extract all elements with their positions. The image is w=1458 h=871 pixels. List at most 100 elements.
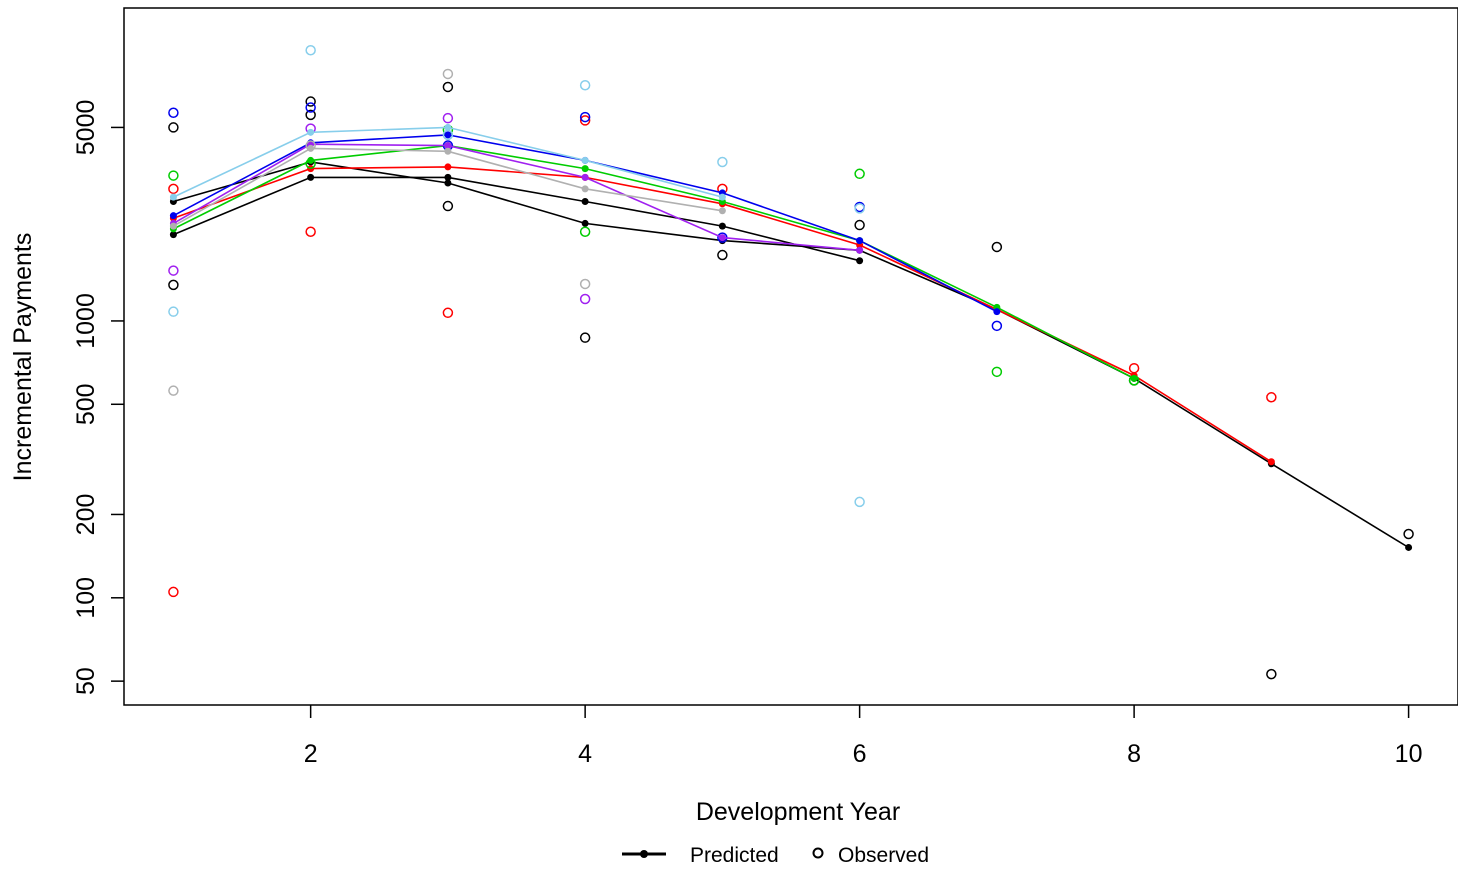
- y-tick-label: 200: [72, 494, 100, 536]
- observed-point: [305, 45, 316, 56]
- predicted-point: [581, 165, 589, 173]
- predicted-point: [444, 163, 452, 171]
- observed-point: [168, 586, 179, 598]
- legend-observed-label: Observed: [838, 844, 929, 867]
- observed-point: [579, 111, 591, 123]
- y-axis-title: Incremental Payments: [9, 233, 37, 482]
- series-1: [168, 109, 864, 291]
- predicted-point: [1267, 458, 1275, 466]
- observed-point: [442, 307, 454, 319]
- predicted-point: [307, 156, 315, 164]
- observed-point: [442, 112, 454, 124]
- predicted-point: [307, 173, 315, 181]
- predicted-point: [169, 212, 177, 220]
- predicted-point: [444, 179, 452, 187]
- series-3: [168, 124, 1140, 386]
- observed-point: [717, 156, 728, 168]
- series-2: [168, 115, 1277, 598]
- observed-point: [168, 107, 179, 118]
- predicted-point: [856, 246, 864, 254]
- observed-point: [442, 200, 454, 212]
- predicted-point: [444, 142, 452, 150]
- y-tick-label: 100: [72, 577, 100, 619]
- predicted-line: [173, 144, 1135, 380]
- observed-point: [305, 226, 316, 237]
- plot-frame: [123, 7, 1458, 706]
- observed-point: [579, 332, 591, 343]
- observed-point: [168, 385, 179, 396]
- predicted-line: [173, 161, 1410, 549]
- observed-point: [854, 168, 865, 180]
- observed-point: [991, 241, 1003, 253]
- y-axis: 50 100 200 500 1000 5000: [72, 100, 124, 695]
- legend: Predicted Observed: [622, 844, 929, 867]
- predicted-point: [718, 234, 726, 242]
- predicted-point: [993, 308, 1001, 316]
- y-tick-label: 1000: [72, 293, 100, 349]
- predicted-point: [307, 144, 315, 152]
- predicted-point: [581, 198, 589, 206]
- x-axis-title: Development Year: [696, 798, 900, 826]
- x-tick-label: 2: [304, 740, 318, 768]
- legend-predicted-dot: [640, 850, 648, 858]
- y-tick-label: 500: [72, 383, 100, 425]
- predicted-point: [718, 222, 726, 230]
- observed-point: [442, 81, 454, 93]
- predicted-point: [444, 173, 452, 181]
- legend-observed-circle: [812, 847, 824, 859]
- predicted-point: [581, 185, 589, 193]
- observed-point: [168, 122, 179, 133]
- predicted-point: [169, 193, 177, 201]
- predicted-point: [856, 257, 864, 265]
- observed-point: [854, 203, 865, 214]
- observed-point: [854, 496, 865, 508]
- predicted-point: [444, 131, 452, 139]
- observed-point: [168, 265, 179, 276]
- predicted-point: [1405, 543, 1413, 551]
- x-axis: 2 4 6 8 10: [304, 705, 1423, 768]
- observed-point: [168, 306, 179, 317]
- observed-point: [854, 219, 865, 231]
- series-4: [168, 102, 1003, 332]
- predicted-point: [1130, 374, 1138, 382]
- predicted-point: [581, 173, 589, 181]
- predicted-point: [581, 219, 589, 227]
- observed-point: [579, 80, 591, 91]
- series-7: [168, 45, 865, 508]
- y-tick-label: 50: [72, 667, 100, 695]
- predicted-point: [856, 237, 864, 245]
- observed-point: [1403, 528, 1414, 540]
- x-tick-label: 10: [1395, 740, 1423, 768]
- predicted-point: [444, 147, 452, 155]
- observed-point: [717, 249, 728, 261]
- series-5: [168, 112, 864, 305]
- predicted-point: [169, 231, 177, 239]
- observed-point: [579, 115, 591, 126]
- observed-point: [442, 68, 454, 80]
- observed-point: [1128, 362, 1140, 374]
- observed-point: [579, 226, 591, 237]
- x-tick-label: 4: [578, 740, 592, 768]
- observed-point: [579, 278, 591, 290]
- predicted-line: [173, 176, 860, 262]
- predicted-point: [581, 156, 589, 164]
- legend-predicted-label: Predicted: [690, 844, 779, 867]
- predicted-line: [173, 143, 860, 252]
- observed-point: [305, 102, 316, 113]
- y-tick-label: 5000: [72, 100, 100, 156]
- predicted-point: [718, 207, 726, 215]
- observed-point: [1266, 392, 1277, 403]
- observed-point: [579, 293, 591, 305]
- predicted-point: [444, 123, 452, 131]
- predicted-point: [169, 222, 177, 230]
- observed-point: [168, 279, 179, 291]
- observed-point: [991, 320, 1003, 332]
- x-tick-label: 8: [1127, 740, 1141, 768]
- series-6: [168, 68, 726, 396]
- series-layer: [168, 45, 1414, 680]
- predicted-point: [718, 193, 726, 201]
- observed-point: [991, 366, 1003, 378]
- observed-point: [1266, 668, 1277, 680]
- series-0: [168, 81, 1414, 680]
